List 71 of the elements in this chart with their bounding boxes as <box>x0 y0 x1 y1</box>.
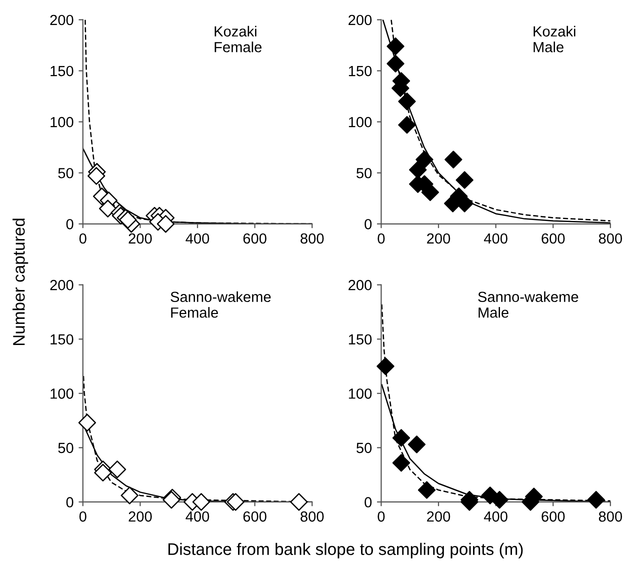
y-tick-label: 150 <box>348 66 372 76</box>
y-tick-label: 0 <box>364 219 372 230</box>
point <box>98 200 117 218</box>
point <box>421 183 440 202</box>
point <box>94 464 112 482</box>
x-tick-label: 600 <box>542 233 565 244</box>
y-tick-label: 150 <box>50 334 74 345</box>
x-tick-label: 0 <box>378 233 385 244</box>
x-axis-title: Distance from bank slope to sampling points (m) <box>168 542 523 558</box>
x-tick-label: 400 <box>186 233 210 244</box>
y-tick-label: 200 <box>50 14 74 26</box>
point <box>290 493 308 511</box>
point <box>392 454 410 472</box>
point <box>398 92 416 110</box>
point <box>120 486 138 504</box>
point <box>392 429 410 447</box>
point <box>192 493 210 511</box>
x-tick-label: 800 <box>598 233 622 244</box>
point <box>88 167 106 185</box>
y-tick-label: 50 <box>356 442 372 454</box>
point <box>444 150 462 168</box>
x-tick-label: 400 <box>484 233 508 244</box>
point <box>108 460 126 478</box>
point <box>398 116 416 134</box>
y-tick-label: 200 <box>348 280 372 290</box>
y-axis-title: Number captured <box>12 218 28 346</box>
x-tick-label: 200 <box>128 233 152 244</box>
point <box>78 414 96 432</box>
y-tick-label: 150 <box>50 66 74 76</box>
x-tick-label: 600 <box>243 511 266 522</box>
y-tick-label: 100 <box>50 116 74 128</box>
x-tick-label: 200 <box>427 511 450 522</box>
x-tick-label: 600 <box>243 233 266 244</box>
y-tick-label: 0 <box>364 497 372 508</box>
point <box>156 215 175 233</box>
x-tick-label: 600 <box>542 511 565 522</box>
point <box>386 37 404 56</box>
point <box>408 436 426 454</box>
text: Sanno-wakeme Female <box>170 291 271 318</box>
point <box>376 357 394 376</box>
y-tick-label: 50 <box>356 168 372 178</box>
y-tick-label: 200 <box>50 280 74 290</box>
point <box>386 54 404 72</box>
text: Kozaki Male <box>534 26 576 52</box>
y-tick-label: 150 <box>348 334 372 345</box>
point <box>456 171 474 189</box>
y-tick-label: 100 <box>348 388 372 399</box>
x-tick-label: 800 <box>598 511 622 522</box>
x-tick-label: 400 <box>484 511 508 522</box>
y-tick-label: 0 <box>66 219 74 230</box>
x-tick-label: 200 <box>427 233 450 244</box>
y-tick-label: 50 <box>58 442 74 454</box>
x-tick-label: 0 <box>79 233 86 244</box>
x-tick-label: 0 <box>378 511 385 522</box>
x-tick-label: 800 <box>300 511 324 522</box>
point <box>418 481 436 499</box>
text: Sanno-wakeme Male <box>478 291 578 318</box>
point <box>409 160 427 179</box>
text: Kozaki Female <box>214 26 262 52</box>
y-tick-label: 200 <box>348 14 372 26</box>
x-tick-label: 0 <box>79 511 86 522</box>
point <box>587 490 605 509</box>
x-tick-label: 400 <box>186 511 210 522</box>
point <box>490 490 508 509</box>
y-tick-label: 100 <box>50 388 74 399</box>
point <box>416 150 434 168</box>
x-tick-label: 800 <box>300 233 324 244</box>
x-tick-label: 200 <box>128 511 152 522</box>
y-tick-label: 0 <box>66 497 74 508</box>
y-tick-label: 100 <box>348 116 372 128</box>
y-tick-label: 50 <box>58 168 74 178</box>
